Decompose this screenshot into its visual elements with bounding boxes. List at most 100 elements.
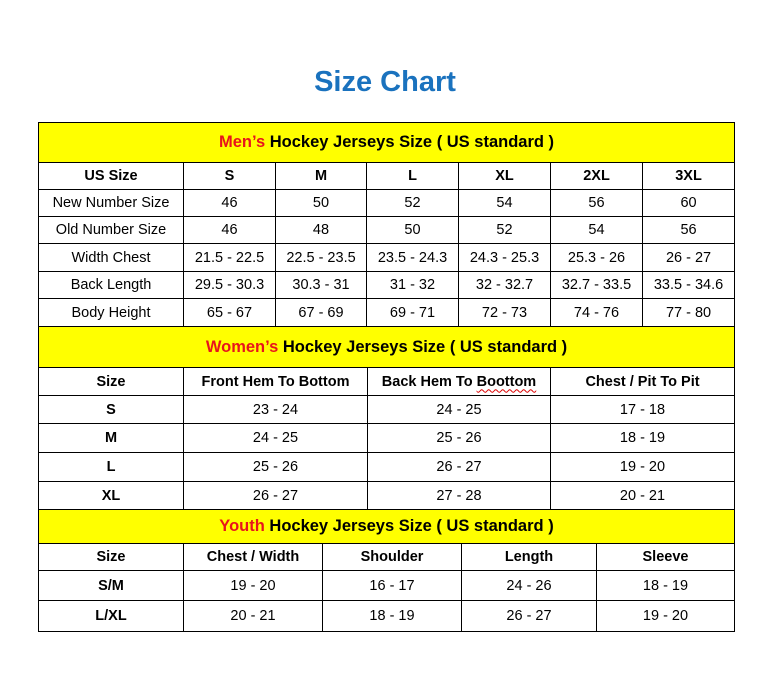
column-header-cell: Sleeve [595,543,736,571]
table-row: M 24 - 25 25 - 26 18 - 19 [38,423,736,453]
column-header-cell: 3XL [641,162,736,190]
table-cell: 19 - 20 [549,452,736,482]
row-label: Back Length [38,271,184,299]
men-size-table: Men’s Hockey Jerseys Size ( US standard … [37,122,736,327]
row-label: L [38,452,184,482]
youth-section-title: Youth Hockey Jerseys Size ( US standard … [37,509,736,544]
row-label: Old Number Size [38,216,184,244]
table-cell: 46 [183,189,276,217]
row-label: S/M [38,570,184,601]
column-header-cell: Back Hem To Boottom [367,367,551,396]
column-header: Back Hem To Boottom [381,373,537,390]
row-label: Body Height [38,298,184,327]
column-header-cell: 2XL [550,162,643,190]
column-header: L [408,168,417,184]
table-row: L/XL 20 - 21 18 - 19 26 - 27 19 - 20 [38,600,736,632]
table-cell: 26 - 27 [461,600,597,632]
column-header-cell: Size [38,543,184,571]
table-cell: 18 - 19 [322,600,462,632]
women-heading: Hockey Jerseys Size ( US standard ) [278,337,568,356]
table-cell: 24.3 - 25.3 [458,243,551,272]
column-header-cell: Chest / Pit To Pit [549,367,736,396]
column-header-cell: Size [38,367,184,396]
table-cell: 32 - 32.7 [458,271,551,299]
table-cell: 65 - 67 [183,298,276,327]
youth-size-table: Youth Hockey Jerseys Size ( US standard … [37,509,736,632]
table-cell: 19 - 20 [183,570,323,601]
table-cell: 72 - 73 [458,298,551,327]
youth-label: Youth [219,517,265,535]
table-row: XL 26 - 27 27 - 28 20 - 21 [38,481,736,510]
row-label: XL [38,481,184,510]
column-header-cell: Shoulder [322,543,462,571]
table-cell: 56 [550,189,643,217]
table-cell: 77 - 80 [641,298,736,327]
column-header-cell: Chest / Width [183,543,323,571]
table-cell: 29.5 - 30.3 [183,271,276,299]
table-cell: 24 - 26 [461,570,597,601]
table-cell: 16 - 17 [322,570,462,601]
table-cell: 24 - 25 [367,395,551,424]
row-label: L/XL [38,600,184,632]
youth-column-headers: Size Chest / Width Shoulder Length Sleeve [38,543,736,571]
table-cell: 23.5 - 24.3 [366,243,459,272]
column-header: US Size [84,168,138,184]
column-header: Sleeve [642,549,689,565]
table-cell: 24 - 25 [183,423,368,453]
column-header: M [314,168,328,184]
table-cell: 25.3 - 26 [550,243,643,272]
column-header: 2XL [583,168,610,184]
table-cell: 50 [275,189,367,217]
table-cell: 17 - 18 [549,395,736,424]
table-cell: 25 - 26 [367,423,551,453]
women-column-headers: Size Front Hem To Bottom Back Hem To Boott… [38,367,736,396]
column-header: Length [504,549,554,565]
table-cell: 52 [458,216,551,244]
women-section-header: Women’s Hockey Jerseys Size ( US standar… [37,326,736,368]
table-cell: 60 [641,189,736,217]
table-cell: 33.5 - 34.6 [641,271,736,299]
table-cell: 21.5 - 22.5 [183,243,276,272]
table-cell: 74 - 76 [550,298,643,327]
table-cell: 46 [183,216,276,244]
column-header: XL [495,168,514,184]
table-row: S 23 - 24 24 - 25 17 - 18 [38,395,736,424]
column-header-cell: XL [458,162,551,190]
column-header: Shoulder [360,549,424,565]
table-cell: 32.7 - 33.5 [550,271,643,299]
table-cell: 27 - 28 [367,481,551,510]
table-cell: 67 - 69 [275,298,367,327]
table-cell: 54 [458,189,551,217]
table-row: Width Chest 21.5 - 22.5 22.5 - 23.5 23.5 - … [38,243,736,272]
youth-section-header: Youth Hockey Jerseys Size ( US standard … [37,509,736,544]
table-row: Body Height 65 - 67 67 - 69 69 - 71 72 - 73 7… [38,298,736,327]
column-header-cell: Length [461,543,597,571]
youth-heading: Hockey Jerseys Size ( US standard ) [264,517,554,535]
men-section-header: Men’s Hockey Jerseys Size ( US standard … [37,122,736,163]
table-cell: 22.5 - 23.5 [275,243,367,272]
column-header-cell: L [366,162,459,190]
table-cell: 56 [641,216,736,244]
table-cell: 20 - 21 [549,481,736,510]
men-heading: Hockey Jerseys Size ( US standard ) [265,133,555,151]
table-cell: 31 - 32 [366,271,459,299]
table-cell: 54 [550,216,643,244]
table-cell: 30.3 - 31 [275,271,367,299]
spellcheck-underline: Boottom [476,373,537,390]
column-header: Chest / Pit To Pit [585,373,700,390]
table-row: Old Number Size 46 48 50 52 54 56 [38,216,736,244]
table-cell: 48 [275,216,367,244]
column-header: S [224,168,235,184]
table-cell: 69 - 71 [366,298,459,327]
table-cell: 26 - 27 [183,481,368,510]
women-section-title: Women’s Hockey Jerseys Size ( US standar… [37,326,736,368]
row-label: S [38,395,184,424]
row-label: New Number Size [38,189,184,217]
column-header-cell: M [275,162,367,190]
table-cell: 26 - 27 [641,243,736,272]
column-header-cell: S [183,162,276,190]
table-row: New Number Size 46 50 52 54 56 60 [38,189,736,217]
table-cell: 52 [366,189,459,217]
table-cell: 25 - 26 [183,452,368,482]
men-label: Men’s [219,133,266,151]
